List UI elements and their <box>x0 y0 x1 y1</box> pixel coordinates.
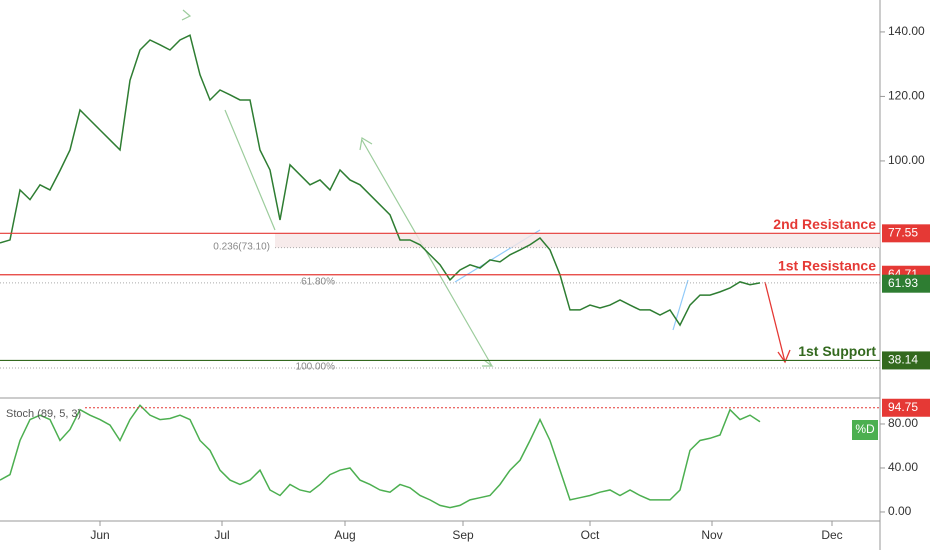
price-tag <box>882 224 930 243</box>
x-tick-label: Sep <box>452 528 474 542</box>
price-tag-label: 38.14 <box>888 353 918 367</box>
x-tick-label: Oct <box>581 528 600 542</box>
price-tag-label: 77.55 <box>888 226 918 240</box>
forecast-arrow <box>764 281 791 364</box>
trend-arrow <box>361 139 493 367</box>
series-tag-label: %D <box>855 422 875 436</box>
arrow-head <box>482 359 494 367</box>
x-tick-label: Jul <box>214 528 229 542</box>
price-tag <box>882 398 930 417</box>
price-tag-label: 61.93 <box>888 276 918 290</box>
indicator-title: Stoch (89, 5, 3) <box>6 408 81 420</box>
arrow-head <box>181 9 192 21</box>
y-tick-label: 80.00 <box>888 416 918 430</box>
arrow-head <box>359 137 373 151</box>
trend-arrow <box>672 279 689 331</box>
y-tick-label: 120.00 <box>888 89 925 103</box>
fib-label: 61.80% <box>301 276 335 287</box>
trend-arrow <box>224 109 276 231</box>
level-label: 1st Support <box>798 343 876 359</box>
level-label: 1st Resistance <box>778 257 876 273</box>
price-line <box>0 404 761 509</box>
x-tick-label: Dec <box>821 528 842 542</box>
x-tick-label: Nov <box>701 528 722 542</box>
fib-label: 100.00% <box>296 362 336 373</box>
price-tag <box>882 274 930 293</box>
x-tick-label: Jun <box>90 528 109 542</box>
y-tick-label: 100.00 <box>888 153 925 167</box>
series-tag <box>852 420 878 440</box>
price-tag <box>882 351 930 370</box>
y-tick-label: 140.00 <box>888 24 925 38</box>
y-tick-label: 0.00 <box>888 504 912 518</box>
y-tick-label: 40.00 <box>888 460 918 474</box>
x-tick-label: Aug <box>334 528 355 542</box>
price-tag-label: 94.75 <box>888 400 918 414</box>
price-line <box>0 34 761 327</box>
drawings <box>181 9 494 367</box>
fib-zone <box>275 233 880 248</box>
fib-label: 0.236(73.10) <box>213 241 270 252</box>
level-label: 2nd Resistance <box>773 216 876 232</box>
